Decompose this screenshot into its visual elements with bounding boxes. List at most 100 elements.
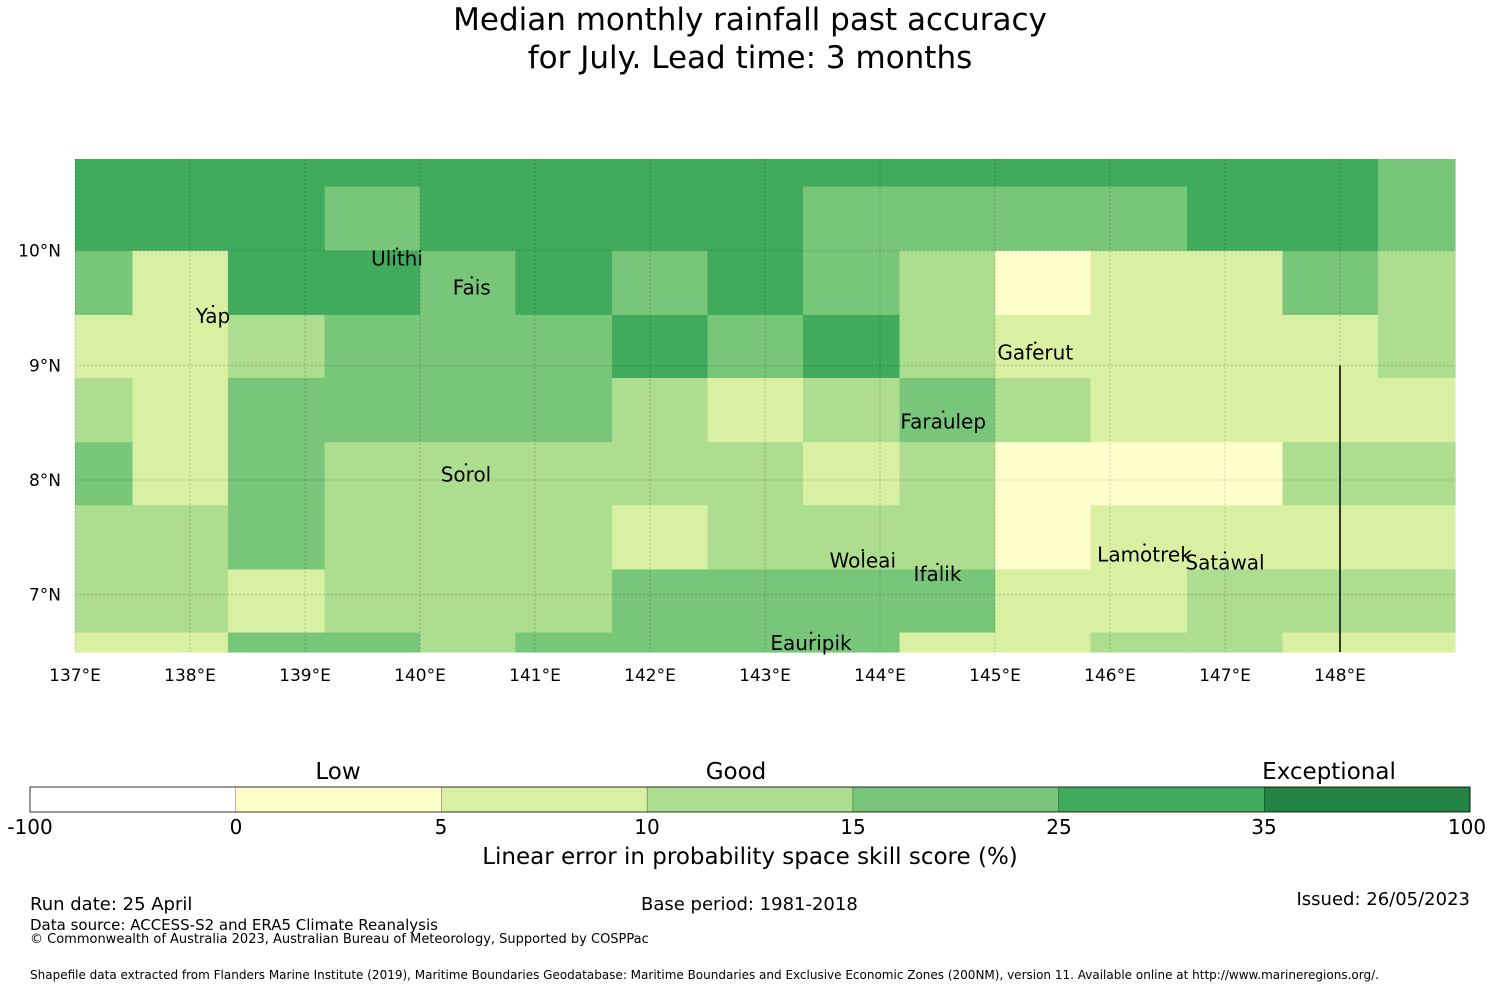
longitude-tick-label: 141°E xyxy=(509,666,561,686)
colorbar-swatch xyxy=(1264,787,1471,812)
skill-cell xyxy=(324,159,421,188)
skill-cell xyxy=(132,442,229,506)
colorbar xyxy=(29,786,1471,813)
skill-cell xyxy=(420,569,517,634)
longitude-tick-label: 139°E xyxy=(279,666,331,686)
skill-cell xyxy=(995,250,1092,316)
skill-cell xyxy=(1377,442,1456,506)
skill-cell xyxy=(324,377,421,443)
latitude-tick-label: 10°N xyxy=(18,242,61,262)
colorbar-frame xyxy=(29,786,1471,813)
skill-cell xyxy=(227,250,326,316)
latitude-tick-labels: 10°N 9°N 8°N 7°N xyxy=(18,242,61,606)
skill-cell xyxy=(899,569,996,634)
island-label: Ulithi xyxy=(371,247,423,271)
latitude-tick-label: 9°N xyxy=(29,356,61,376)
skill-cell xyxy=(1377,314,1456,379)
colorbar-tick: -100 xyxy=(7,815,53,839)
skill-cell xyxy=(515,505,613,571)
skill-cell xyxy=(1090,505,1188,571)
skill-cell xyxy=(707,442,804,506)
skill-cell xyxy=(802,377,901,443)
colorbar-tick: 0 xyxy=(229,815,243,839)
skill-cell xyxy=(1282,186,1379,252)
skill-cell xyxy=(1282,250,1379,316)
skill-cell xyxy=(1090,159,1188,188)
skill-cell xyxy=(707,250,804,316)
island-label: Woleai xyxy=(829,548,896,572)
skill-cell xyxy=(132,569,229,634)
skill-cell xyxy=(515,569,613,634)
latitude-tick-label: 8°N xyxy=(29,471,61,491)
longitude-tick-label: 137°E xyxy=(49,666,101,686)
skill-cell xyxy=(995,569,1092,634)
skill-cell xyxy=(1187,632,1284,653)
skill-cell xyxy=(515,159,613,188)
skill-cell xyxy=(802,632,901,653)
map-title-line-2: for July. Lead time: 3 months xyxy=(527,40,973,76)
skill-cell xyxy=(899,314,996,379)
skill-cell xyxy=(1090,442,1188,506)
skill-cell xyxy=(1282,569,1379,634)
skill-cell xyxy=(420,442,517,506)
skill-cell xyxy=(1187,159,1284,188)
skill-cell xyxy=(995,505,1092,571)
skill-cell xyxy=(324,569,421,634)
skill-cell xyxy=(802,250,901,316)
skill-cell xyxy=(75,505,134,571)
skill-cell xyxy=(420,159,517,188)
skill-cell xyxy=(324,250,421,316)
skill-cell xyxy=(132,250,229,316)
colorbar-tick: 25 xyxy=(1046,815,1072,839)
skill-cell xyxy=(75,569,134,634)
skill-cell xyxy=(420,250,517,316)
skill-cell xyxy=(707,632,804,653)
skill-cell xyxy=(612,569,709,634)
skill-cell xyxy=(324,632,421,653)
skill-cell xyxy=(707,377,804,443)
skill-cell xyxy=(227,159,326,188)
skill-grid xyxy=(75,159,1456,653)
skill-cell xyxy=(1377,250,1456,316)
colorbar-swatch xyxy=(235,787,442,812)
longitude-tick-label: 143°E xyxy=(739,666,791,686)
island-label: Ifalik xyxy=(914,562,962,586)
skill-cell xyxy=(1187,314,1284,379)
island-label: Faraulep xyxy=(900,410,986,434)
skill-map: Ulithi Fais Yap Gaferut Faraulep Sorol Woleai I… xyxy=(18,159,1471,813)
skill-cell xyxy=(802,442,901,506)
longitude-tick-label: 144°E xyxy=(854,666,906,686)
island-label: Yap xyxy=(195,304,230,328)
skill-cell xyxy=(132,159,229,188)
latitude-tick-label: 7°N xyxy=(29,586,61,606)
skill-cell xyxy=(899,505,996,571)
island-marker xyxy=(809,631,813,635)
skill-cell xyxy=(515,442,613,506)
skill-cell xyxy=(75,442,134,506)
island-marker xyxy=(1143,543,1146,546)
island-marker xyxy=(861,549,864,552)
skill-cell xyxy=(802,569,901,634)
skill-cell xyxy=(899,159,996,188)
colorbar-tick: 5 xyxy=(434,815,448,839)
island-marker xyxy=(936,562,939,566)
skill-cell xyxy=(1187,377,1284,443)
skill-cell xyxy=(707,186,804,252)
longitude-tick-label: 147°E xyxy=(1199,666,1251,686)
skill-cell xyxy=(132,186,229,252)
longitude-tick-label: 145°E xyxy=(969,666,1021,686)
skill-cell xyxy=(995,186,1092,252)
run-date: Run date: 25 April xyxy=(30,894,193,915)
shapefile-credit: Shapefile data extracted from Flanders M… xyxy=(30,968,1379,982)
skill-cell xyxy=(802,159,901,188)
skill-cell xyxy=(995,632,1092,653)
colorbar-swatch xyxy=(647,787,854,812)
skill-cell xyxy=(899,442,996,506)
skill-cell xyxy=(1377,186,1456,252)
skill-cell xyxy=(324,505,421,571)
island-marker xyxy=(1223,551,1227,554)
island-marker xyxy=(464,463,468,466)
skill-cell xyxy=(1090,632,1188,653)
skill-cell xyxy=(75,377,134,443)
skill-cell xyxy=(1090,314,1188,379)
